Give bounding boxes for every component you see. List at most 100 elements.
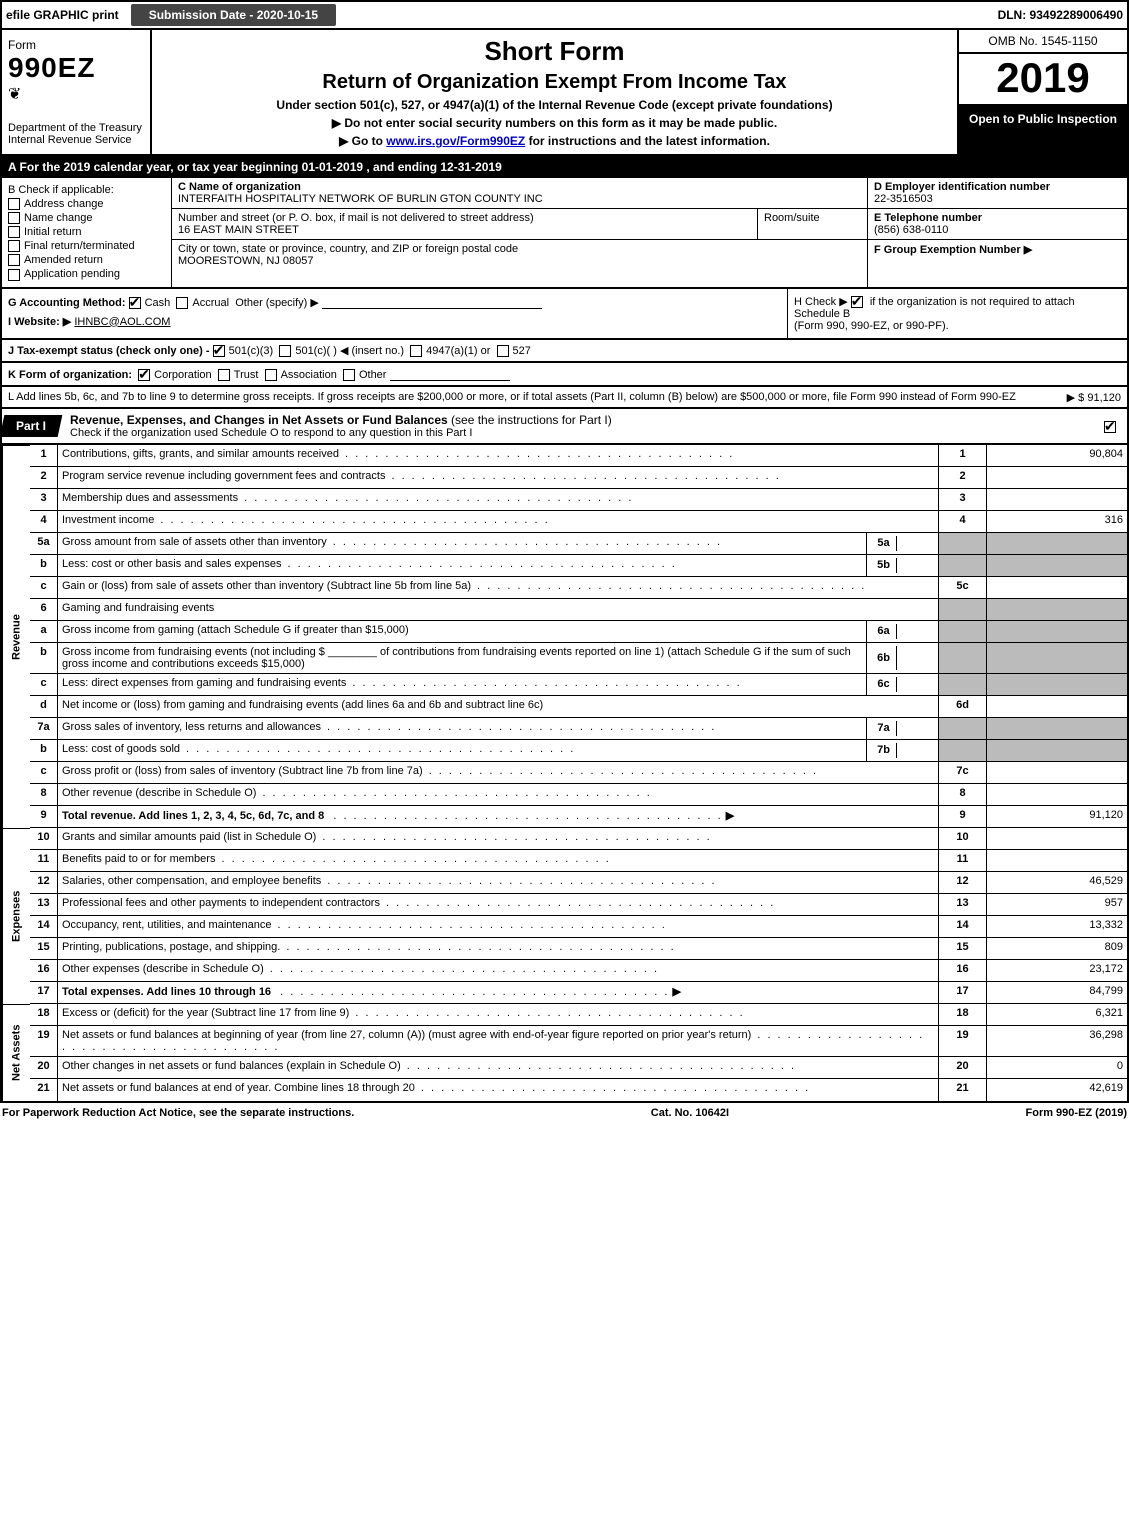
out-7b-shaded	[939, 740, 987, 762]
val-3	[987, 489, 1127, 511]
chk-application-pending[interactable]: Application pending	[8, 268, 165, 280]
mini-5a: 5a	[867, 533, 939, 555]
chk-501c3[interactable]	[213, 345, 225, 357]
out-7c: 7c	[939, 762, 987, 784]
desc-15: Printing, publications, postage, and shi…	[58, 938, 939, 960]
k-other-line[interactable]	[390, 367, 510, 381]
ln-3: 3	[30, 489, 58, 511]
part1-checkbox[interactable]	[1103, 418, 1127, 434]
desc-6c: Less: direct expenses from gaming and fu…	[58, 674, 867, 696]
ln-11: 11	[30, 850, 58, 872]
chk-501c[interactable]	[279, 345, 291, 357]
header-left: Form 990EZ ❦ Department of the Treasury …	[2, 30, 152, 154]
val-10	[987, 828, 1127, 850]
tax-period-bar: A For the 2019 calendar year, or tax yea…	[0, 156, 1129, 178]
short-form-title: Short Form	[484, 36, 624, 67]
arrow-icon: ▶	[726, 810, 734, 822]
g-other: Other (specify) ▶	[235, 296, 319, 308]
ln-5c: c	[30, 577, 58, 599]
out-6b-shaded	[939, 643, 987, 674]
desc-16: Other expenses (describe in Schedule O)	[58, 960, 939, 982]
ln-6: 6	[30, 599, 58, 621]
out-7a-shaded	[939, 718, 987, 740]
c-name-label: C Name of organization	[178, 181, 301, 193]
section-b-title: B Check if applicable:	[8, 184, 165, 196]
phone-value: (856) 638-0110	[874, 224, 948, 236]
ln-6b: b	[30, 643, 58, 674]
out-2: 2	[939, 467, 987, 489]
chk-4947a1[interactable]	[410, 345, 422, 357]
section-j: J Tax-exempt status (check only one) - 5…	[0, 340, 1129, 363]
irs-seal-icon: ❦	[8, 84, 144, 104]
mini-7b: 7b	[867, 740, 939, 762]
ln-21: 21	[30, 1079, 58, 1101]
chk-other-org[interactable]	[343, 369, 355, 381]
out-19: 19	[939, 1026, 987, 1057]
ln-20: 20	[30, 1057, 58, 1079]
k-label: K Form of organization:	[8, 369, 132, 381]
chk-name-change[interactable]: Name change	[8, 212, 165, 224]
chk-association[interactable]	[265, 369, 277, 381]
val-9: 91,120	[987, 806, 1127, 828]
val-21: 42,619	[987, 1079, 1127, 1101]
ln-15: 15	[30, 938, 58, 960]
revenue-section-label: Revenue	[2, 445, 30, 828]
ln-10: 10	[30, 828, 58, 850]
chk-527[interactable]	[497, 345, 509, 357]
i-label: I Website: ▶	[8, 316, 71, 328]
f-group-label: F Group Exemption Number ▶	[874, 244, 1032, 256]
ln-7c: c	[30, 762, 58, 784]
chk-trust[interactable]	[218, 369, 230, 381]
return-title: Return of Organization Exempt From Incom…	[322, 71, 786, 94]
section-g: G Accounting Method: Cash Accrual Other …	[2, 289, 787, 338]
mini-7a: 7a	[867, 718, 939, 740]
ln-5a: 5a	[30, 533, 58, 555]
l-text: L Add lines 5b, 6c, and 7b to line 9 to …	[8, 391, 1016, 403]
j-label: J Tax-exempt status (check only one) -	[8, 345, 213, 357]
desc-6a: Gross income from gaming (attach Schedul…	[58, 621, 867, 643]
tax-year: 2019	[959, 54, 1127, 106]
part1-check-line: Check if the organization used Schedule …	[70, 427, 1103, 439]
desc-2: Program service revenue including govern…	[58, 467, 939, 489]
c-city-label: City or town, state or province, country…	[178, 243, 518, 255]
desc-3: Membership dues and assessments	[58, 489, 939, 511]
desc-9: Total revenue. Add lines 1, 2, 3, 4, 5c,…	[58, 806, 939, 828]
room-suite-label: Room/suite	[757, 209, 867, 240]
ln-9: 9	[30, 806, 58, 828]
c-addr-label: Number and street (or P. O. box, if mail…	[178, 212, 534, 224]
chk-initial-return[interactable]: Initial return	[8, 226, 165, 238]
desc-5c: Gain or (loss) from sale of assets other…	[58, 577, 939, 599]
top-bar: efile GRAPHIC print Submission Date - 20…	[0, 0, 1129, 30]
out-8: 8	[939, 784, 987, 806]
other-specify-line[interactable]	[322, 295, 542, 309]
out-6a-shaded	[939, 621, 987, 643]
part1-sub: (see the instructions for Part I)	[451, 413, 612, 427]
part1-bar: Part I Revenue, Expenses, and Changes in…	[0, 409, 1129, 445]
val-6b-shaded	[987, 643, 1127, 674]
irs-name: Internal Revenue Service	[8, 134, 132, 146]
chk-final-return[interactable]: Final return/terminated	[8, 240, 165, 252]
chk-cash[interactable]	[129, 297, 141, 309]
desc-4: Investment income	[58, 511, 939, 533]
ln-4: 4	[30, 511, 58, 533]
under-section-text: Under section 501(c), 527, or 4947(a)(1)…	[276, 98, 832, 112]
efile-label[interactable]: efile GRAPHIC print	[6, 8, 119, 22]
out-18: 18	[939, 1004, 987, 1026]
out-14: 14	[939, 916, 987, 938]
chk-schedule-b-not-required[interactable]	[851, 296, 863, 308]
website-value: IHNBC@AOL.COM	[74, 316, 170, 328]
ln-14: 14	[30, 916, 58, 938]
chk-accrual[interactable]	[176, 297, 188, 309]
irs-link[interactable]: www.irs.gov/Form990EZ	[386, 134, 525, 148]
part1-title-wrap: Revenue, Expenses, and Changes in Net As…	[70, 409, 1103, 443]
h-pre: H Check ▶	[794, 296, 851, 308]
chk-address-change[interactable]: Address change	[8, 198, 165, 210]
val-1: 90,804	[987, 445, 1127, 467]
val-5c	[987, 577, 1127, 599]
chk-corporation[interactable]	[138, 369, 150, 381]
chk-amended-return[interactable]: Amended return	[8, 254, 165, 266]
out-20: 20	[939, 1057, 987, 1079]
e-phone-label: E Telephone number	[874, 212, 982, 224]
identity-block: B Check if applicable: Address change Na…	[0, 178, 1129, 289]
paperwork-notice: For Paperwork Reduction Act Notice, see …	[2, 1107, 354, 1119]
